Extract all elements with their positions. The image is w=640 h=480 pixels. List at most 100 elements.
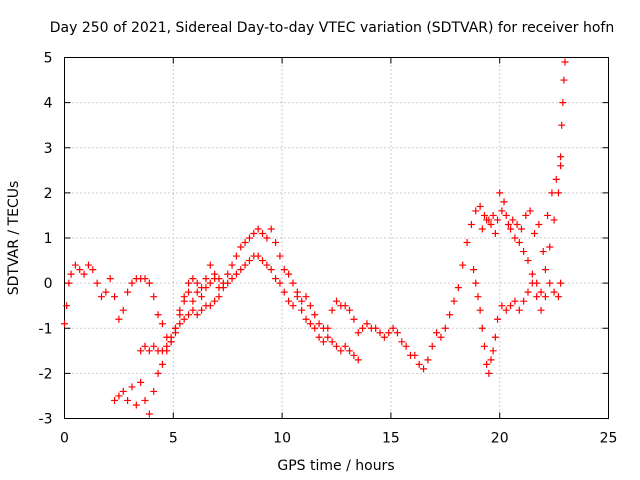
data-point	[167, 333, 175, 341]
data-point	[459, 261, 467, 269]
data-point	[137, 378, 145, 386]
data-point	[496, 189, 504, 197]
data-point	[115, 315, 123, 323]
data-point	[176, 320, 184, 328]
data-point	[515, 239, 523, 247]
data-point	[237, 266, 245, 274]
data-point	[158, 320, 166, 328]
data-point	[65, 279, 73, 287]
data-point	[315, 333, 323, 341]
data-point	[504, 220, 512, 228]
data-point	[494, 216, 502, 224]
data-point	[537, 306, 545, 314]
y-tick-label: -3	[39, 412, 53, 428]
data-point	[533, 293, 541, 301]
data-point	[511, 297, 519, 305]
data-point	[528, 270, 536, 278]
data-point	[102, 288, 110, 296]
data-point	[215, 293, 223, 301]
data-point	[354, 329, 362, 337]
data-point	[289, 279, 297, 287]
data-point	[420, 365, 428, 373]
data-point	[185, 279, 193, 287]
data-point	[324, 333, 332, 341]
data-point	[150, 293, 158, 301]
data-point	[372, 324, 380, 332]
data-point	[398, 338, 406, 346]
data-point	[350, 351, 358, 359]
data-point	[498, 207, 506, 215]
data-point	[311, 324, 319, 332]
data-point	[478, 324, 486, 332]
data-point	[97, 293, 105, 301]
series-main	[61, 58, 569, 373]
data-point	[359, 324, 367, 332]
data-point	[341, 302, 349, 310]
data-point	[276, 252, 284, 260]
data-point	[513, 220, 521, 228]
y-tick-label: 4	[44, 96, 53, 112]
x-tick-label: 15	[382, 431, 400, 447]
data-point	[289, 302, 297, 310]
data-point	[557, 153, 565, 161]
data-point	[237, 243, 245, 251]
data-point	[483, 360, 491, 368]
data-point	[119, 306, 127, 314]
data-point	[61, 320, 68, 328]
data-point	[502, 211, 510, 219]
x-axis-label: GPS time / hours	[277, 458, 394, 474]
data-point	[80, 270, 88, 278]
data-point	[354, 356, 362, 364]
data-point	[389, 324, 397, 332]
data-point	[180, 297, 188, 305]
data-point	[132, 401, 140, 409]
data-point	[211, 297, 219, 305]
data-point	[71, 261, 79, 269]
data-point	[524, 288, 532, 296]
data-point	[441, 324, 449, 332]
data-point	[437, 333, 445, 341]
data-point	[267, 225, 275, 233]
data-point	[293, 293, 301, 301]
data-point	[489, 347, 497, 355]
data-point	[259, 229, 267, 237]
data-point	[89, 266, 97, 274]
data-point	[333, 342, 340, 350]
data-point	[115, 392, 123, 400]
data-point	[546, 243, 554, 251]
data-point	[480, 211, 488, 219]
data-point	[346, 347, 354, 355]
data-point	[554, 293, 562, 301]
data-point	[298, 297, 306, 305]
data-point	[433, 329, 441, 337]
x-tick-label: 25	[600, 431, 618, 447]
data-point	[428, 342, 436, 350]
data-point	[206, 302, 214, 310]
x-tick-label: 10	[273, 431, 291, 447]
data-point	[202, 275, 210, 283]
data-point	[154, 311, 162, 319]
data-point	[259, 257, 267, 265]
data-point	[193, 288, 201, 296]
x-tick-label: 0	[60, 431, 69, 447]
data-point	[111, 396, 119, 404]
data-point	[245, 257, 253, 265]
data-point	[145, 347, 153, 355]
data-point	[489, 211, 497, 219]
data-point	[276, 279, 284, 287]
data-point	[254, 252, 262, 260]
data-point	[189, 275, 197, 283]
data-point	[211, 270, 219, 278]
data-point	[306, 302, 314, 310]
data-point	[224, 279, 232, 287]
data-point	[198, 293, 206, 301]
data-point	[119, 387, 127, 395]
data-point	[93, 279, 101, 287]
data-point	[150, 342, 158, 350]
data-point	[476, 202, 484, 210]
data-point	[241, 239, 249, 247]
data-point	[509, 216, 517, 224]
data-point	[515, 306, 523, 314]
data-point	[520, 297, 528, 305]
